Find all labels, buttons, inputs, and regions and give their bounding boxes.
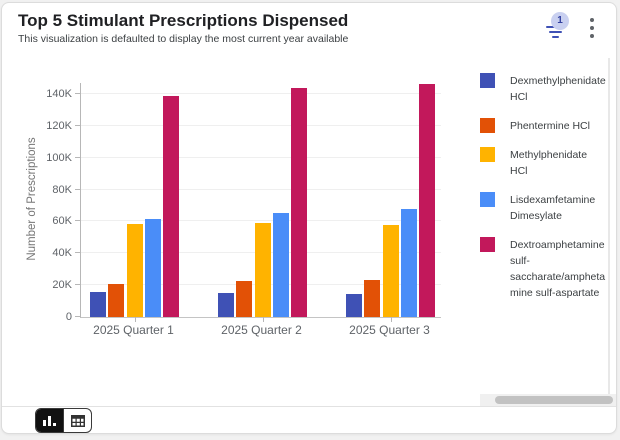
x-tick-label: 2025 Quarter 2	[221, 323, 302, 337]
bar[interactable]	[364, 280, 381, 317]
bar[interactable]	[382, 225, 399, 317]
horizontal-scrollbar-track[interactable]	[480, 394, 616, 406]
x-tick-label: 2025 Quarter 3	[349, 323, 430, 337]
bar[interactable]	[90, 292, 106, 317]
table-icon	[70, 414, 85, 427]
legend-item[interactable]: Methylphenidate HCl	[480, 147, 606, 179]
y-tick-mark	[75, 124, 81, 126]
horizontal-scrollbar-thumb[interactable]	[495, 396, 613, 404]
table-view-button[interactable]	[63, 409, 91, 432]
gridline	[81, 124, 441, 126]
footer-divider	[2, 406, 616, 407]
page-title: Top 5 Stimulant Prescriptions Dispensed	[18, 11, 349, 30]
plot-area	[75, 83, 441, 322]
vertical-scrollbar[interactable]	[608, 58, 610, 394]
legend-item[interactable]: Dexmethylphenidate HCl	[480, 73, 606, 105]
legend-item[interactable]: Lisdexamfetamine Dimesylate	[480, 192, 606, 224]
chart-view-button[interactable]	[36, 409, 63, 432]
legend-label: Methylphenidate HCl	[510, 149, 588, 177]
bar[interactable]	[163, 96, 179, 317]
x-tick-mark	[134, 317, 136, 322]
y-tick-label: 140K	[46, 88, 72, 100]
x-tick-mark	[390, 317, 392, 322]
y-tick-label: 100K	[46, 151, 72, 164]
bar[interactable]	[272, 213, 289, 317]
legend-swatch	[480, 73, 495, 88]
y-tick-label: 60K	[52, 215, 72, 228]
legend-item[interactable]: Phentermine HCl	[480, 118, 606, 134]
bar[interactable]	[291, 88, 307, 317]
legend-label: Dextroamphetamine sulf-saccharate/amphet…	[510, 239, 606, 299]
legend-label: Lisdexamfetamine Dimesylate	[510, 194, 596, 222]
y-tick-label: 20K	[52, 279, 72, 292]
gridline	[81, 93, 441, 94]
x-axis-labels: 2025 Quarter 1 2025 Quarter 2 2025 Quarter…	[80, 323, 440, 339]
bar[interactable]	[346, 294, 362, 317]
legend-item[interactable]: Dextroamphetamine sulf-saccharate/amphet…	[480, 237, 606, 301]
bar[interactable]	[236, 281, 253, 317]
legend-label: Phentermine HCl	[510, 120, 590, 132]
kebab-menu-icon[interactable]	[584, 15, 600, 43]
bar[interactable]	[126, 224, 143, 317]
y-tick-label: 80K	[52, 183, 72, 196]
y-tick-mark	[75, 220, 81, 222]
visualization-card: Top 5 Stimulant Prescriptions Dispensed …	[1, 2, 617, 434]
y-tick-label: 40K	[52, 247, 72, 260]
y-axis-labels: 0 20K 40K 60K 80K 100K 120K 140K	[2, 83, 72, 323]
bar[interactable]	[419, 84, 435, 317]
y-tick-mark	[75, 93, 81, 94]
bar[interactable]	[108, 284, 125, 317]
bar[interactable]	[400, 209, 417, 317]
bar[interactable]	[254, 223, 271, 317]
filter-button[interactable]: 1	[538, 9, 572, 39]
legend-swatch	[480, 192, 495, 207]
gridline	[81, 220, 441, 222]
bar[interactable]	[144, 219, 161, 317]
gridline	[81, 156, 441, 158]
page-subtitle: This visualization is defaulted to displ…	[18, 33, 349, 45]
gridline	[81, 188, 441, 190]
bar-chart-icon	[43, 415, 56, 426]
legend-swatch	[480, 147, 495, 162]
legend-swatch	[480, 237, 495, 252]
y-tick-mark	[75, 188, 81, 190]
y-tick-mark	[75, 252, 81, 254]
legend-label: Dexmethylphenidate HCl	[510, 75, 606, 103]
y-tick-mark	[75, 156, 81, 158]
legend: Dexmethylphenidate HCl Phentermine HCl Met…	[480, 73, 606, 314]
y-tick-mark	[75, 284, 81, 286]
y-tick-label: 120K	[46, 119, 72, 132]
x-tick-label: 2025 Quarter 1	[93, 323, 174, 337]
x-tick-mark	[262, 317, 264, 322]
view-toggle-group	[35, 408, 92, 433]
legend-swatch	[480, 118, 495, 133]
filter-count-badge: 1	[551, 12, 569, 30]
y-tick-mark	[75, 316, 81, 317]
bar[interactable]	[218, 293, 234, 317]
y-tick-label: 0	[65, 311, 72, 323]
